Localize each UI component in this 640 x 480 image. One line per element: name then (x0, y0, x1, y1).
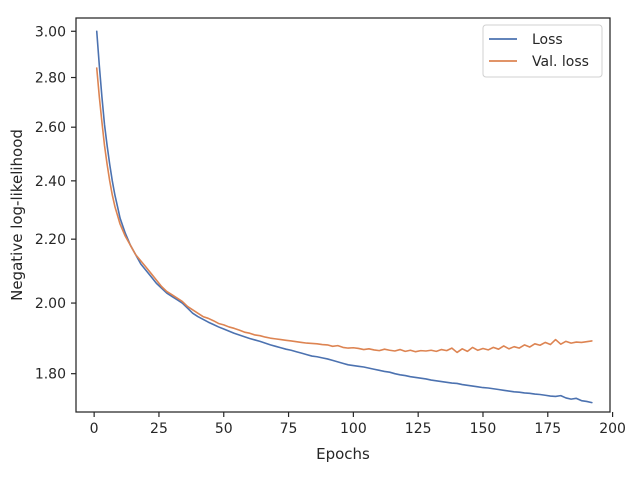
y-tick-label: 3.00 (35, 24, 66, 40)
x-tick-label: 0 (90, 421, 99, 437)
x-tick-label: 175 (534, 421, 561, 437)
legend: Loss Val. loss (482, 24, 603, 78)
x-tick-label: 125 (405, 421, 432, 437)
y-tick-label: 2.00 (35, 296, 66, 312)
y-tick-label: 1.80 (35, 367, 66, 383)
x-axis-title: Epochs (316, 445, 370, 463)
x-axis: 0 25 50 75 100 125 150 175 200 (90, 412, 626, 437)
y-axis-title: Negative log-likelihood (8, 129, 26, 301)
series-line-val-loss (95, 67, 593, 354)
y-axis: 3.00 2.80 2.60 2.40 2.20 2.00 1.80 (35, 24, 76, 383)
x-tick-label: 75 (280, 421, 298, 437)
y-tick-label: 2.20 (35, 232, 66, 248)
x-tick-label: 50 (215, 421, 233, 437)
legend-box (482, 24, 603, 78)
series-layer (95, 30, 593, 404)
legend-label: Val. loss (532, 54, 589, 70)
legend-label: Loss (532, 32, 563, 48)
plot-frame (75, 17, 611, 413)
y-tick-label: 2.60 (35, 120, 66, 136)
series-line-loss (95, 30, 593, 404)
x-tick-label: 25 (150, 421, 168, 437)
x-tick-label: 100 (340, 421, 367, 437)
x-tick-label: 200 (599, 421, 626, 437)
y-tick-label: 2.80 (35, 71, 66, 87)
x-tick-label: 150 (470, 421, 497, 437)
y-tick-label: 2.40 (35, 174, 66, 190)
